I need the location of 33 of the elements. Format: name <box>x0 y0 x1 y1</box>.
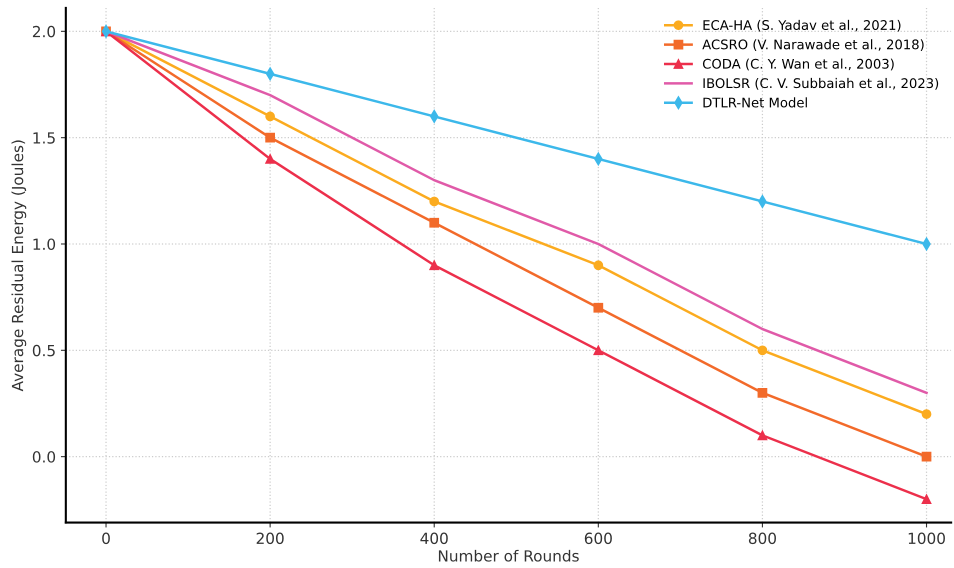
x-axis-title: Number of Rounds <box>438 550 579 562</box>
point <box>922 409 932 419</box>
y-axis-title: Average Residual Energy (Joules) <box>11 140 26 392</box>
y-tick-label: 2.0 <box>32 26 56 38</box>
legend-label: ACSRO (V. Narawade et al., 2018) <box>702 39 924 51</box>
point <box>265 112 275 122</box>
point <box>593 302 604 313</box>
point <box>429 218 440 228</box>
point <box>593 260 604 270</box>
legend-label: DTLR-Net Model <box>703 97 807 108</box>
point <box>265 154 275 164</box>
legend-label: IBOLSR (C. V. Subbaiah et al., 2023) <box>703 78 938 90</box>
x-tick-label: 400 <box>420 532 448 544</box>
x-tick-label: 0 <box>102 532 110 544</box>
point <box>758 430 768 440</box>
legend-label: ECA-HA (S. Yadav et al., 2021) <box>703 20 900 32</box>
point <box>922 494 932 504</box>
y-tick-label: 0.0 <box>32 451 56 463</box>
y-tick-label: 1.5 <box>33 132 55 144</box>
point <box>922 452 932 462</box>
point <box>429 260 440 270</box>
point <box>758 388 768 398</box>
point <box>593 345 604 356</box>
x-tick-label: 200 <box>256 532 284 544</box>
y-tick-label: 1.0 <box>33 238 56 250</box>
y-tick-label: 0.5 <box>32 344 55 356</box>
legend-label: CODA (C. Y. Wan et al., 2003) <box>702 58 894 70</box>
point <box>429 196 440 206</box>
x-tick-label: 1000 <box>908 532 945 544</box>
x-tick-label: 600 <box>584 532 612 544</box>
point <box>758 345 768 356</box>
x-tick-label: 800 <box>748 532 776 544</box>
point <box>265 132 275 143</box>
